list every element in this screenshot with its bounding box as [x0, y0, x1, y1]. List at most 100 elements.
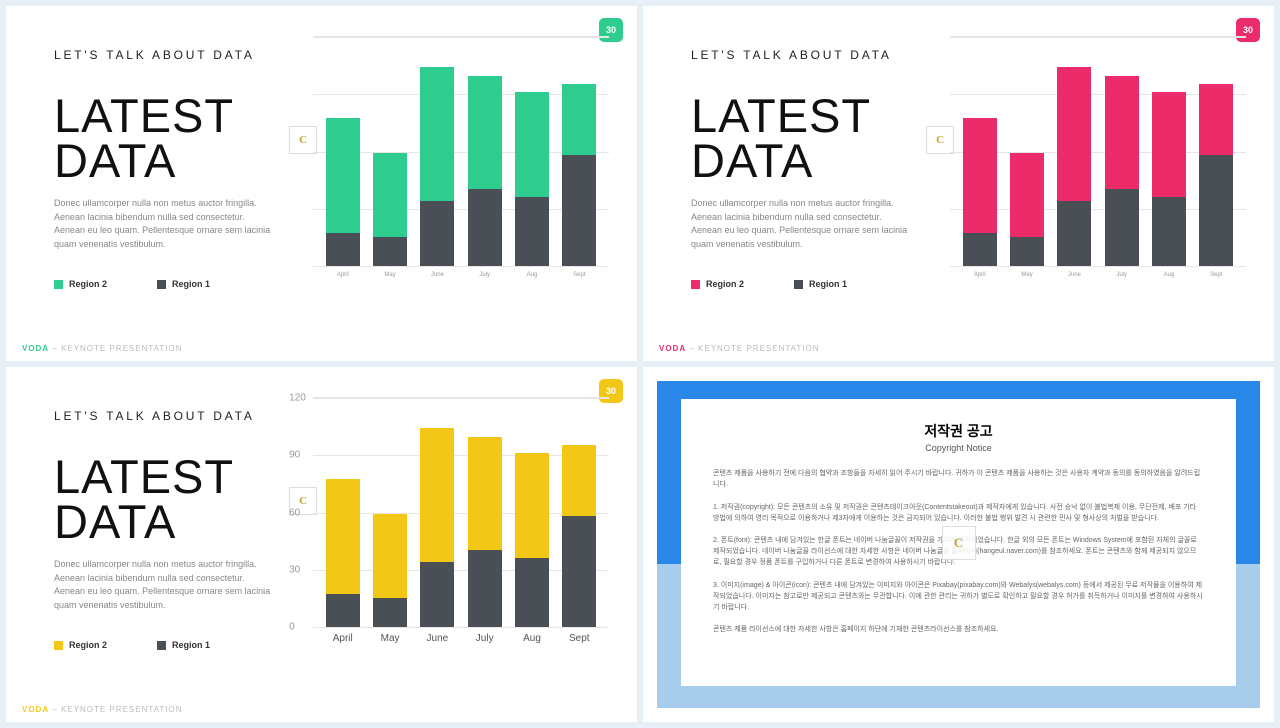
copyright-subtitle: Copyright Notice	[713, 443, 1204, 453]
x-tick-label: May	[373, 633, 407, 644]
bar-seg-region2	[420, 67, 454, 201]
x-tick-label: Aug	[515, 272, 549, 278]
slide-footer: VODA – KEYNOTE PRESENTATION	[22, 705, 183, 714]
bar-seg-region1	[1010, 237, 1044, 266]
bar	[326, 479, 360, 627]
watermark-icon: C	[942, 526, 976, 560]
y-tick-label: 90	[289, 450, 300, 461]
bar-seg-region1	[468, 189, 502, 266]
bar	[515, 92, 549, 266]
chart: C AprilMayJuneJulyAugSept	[924, 30, 1246, 347]
bar-seg-region2	[515, 92, 549, 197]
footer-rest: – KEYNOTE PRESENTATION	[49, 344, 182, 353]
bar-seg-region1	[373, 598, 407, 627]
slide-copyright: 저작권 공고 Copyright Notice 콘텐츠 제품을 사용하기 전에 …	[643, 367, 1274, 722]
legend-label-r1: Region 1	[172, 640, 210, 650]
x-tick-label: Sept	[562, 633, 596, 644]
x-tick-label: Aug	[515, 633, 549, 644]
bar-seg-region2	[326, 118, 360, 233]
kicker: LET'S TALK ABOUT DATA	[691, 48, 924, 62]
bar-seg-region1	[468, 550, 502, 627]
x-tick-label: April	[326, 633, 360, 644]
legend-region1: Region 1	[794, 279, 847, 289]
x-tick-label: April	[326, 272, 360, 278]
gridline	[950, 266, 1246, 267]
bar-seg-region2	[1105, 76, 1139, 189]
chart: C 0306090120 AprilMayJuneJulyAugSept	[287, 391, 609, 708]
copyright-p3: 3. 이미지(image) & 아이콘(icon): 콘텐츠 내에 담겨있는 이…	[713, 581, 1204, 614]
footer-rest: – KEYNOTE PRESENTATION	[686, 344, 819, 353]
body-text: Donec ullamcorper nulla non metus auctor…	[54, 197, 274, 251]
legend: Region 2 Region 1	[54, 640, 287, 650]
x-tick-label: April	[963, 272, 997, 278]
bar-seg-region2	[326, 479, 360, 594]
x-tick-label: Sept	[562, 272, 596, 278]
y-tick-label: 0	[289, 622, 295, 633]
swatch-region2	[54, 280, 63, 289]
bar-seg-region1	[420, 201, 454, 266]
title-line2: DATA	[54, 495, 176, 548]
bar-seg-region2	[373, 153, 407, 237]
footer-brand: VODA	[659, 344, 686, 353]
bar	[1105, 76, 1139, 266]
title-line2: DATA	[54, 134, 176, 187]
bar-seg-region2	[1010, 153, 1044, 237]
bar-seg-region1	[1199, 155, 1233, 266]
swatch-region1	[794, 280, 803, 289]
slide-title: LATESTDATA	[691, 94, 924, 183]
x-tick-label: Aug	[1152, 272, 1186, 278]
slide-title: LATESTDATA	[54, 455, 287, 544]
legend-region2: Region 2	[54, 279, 107, 289]
body-text: Donec ullamcorper nulla non metus auctor…	[54, 558, 274, 612]
bar-seg-region1	[515, 558, 549, 627]
legend: Region 2 Region 1	[691, 279, 924, 289]
footer-brand: VODA	[22, 344, 49, 353]
bar-seg-region1	[515, 197, 549, 266]
y-tick-label: 60	[289, 507, 300, 518]
footer-rest: – KEYNOTE PRESENTATION	[49, 705, 182, 714]
bar-seg-region1	[963, 233, 997, 266]
legend-region2: Region 2	[54, 640, 107, 650]
bar	[420, 67, 454, 266]
bar-seg-region1	[1105, 189, 1139, 266]
bar	[1010, 153, 1044, 266]
bar-seg-region2	[468, 437, 502, 550]
gridline	[313, 627, 609, 628]
legend-region1: Region 1	[157, 640, 210, 650]
bar	[515, 453, 549, 627]
copyright-title: 저작권 공고	[713, 421, 1204, 441]
bar-seg-region1	[562, 155, 596, 266]
bar	[468, 437, 502, 627]
footer-brand: VODA	[22, 705, 49, 714]
bar-seg-region2	[1199, 84, 1233, 155]
bar	[326, 118, 360, 266]
x-tick-label: July	[468, 272, 502, 278]
bar	[373, 153, 407, 266]
y-tick-label: 120	[289, 393, 306, 404]
bar-seg-region1	[326, 594, 360, 627]
bar	[468, 76, 502, 266]
body-text: Donec ullamcorper nulla non metus auctor…	[691, 197, 911, 251]
bar-seg-region2	[1057, 67, 1091, 201]
slide-footer: VODA – KEYNOTE PRESENTATION	[22, 344, 183, 353]
bar-seg-region2	[515, 453, 549, 558]
bar	[420, 428, 454, 627]
swatch-region2	[54, 641, 63, 650]
kicker: LET'S TALK ABOUT DATA	[54, 48, 287, 62]
bar-seg-region1	[326, 233, 360, 266]
legend-label-r2: Region 2	[69, 640, 107, 650]
legend-label-r2: Region 2	[69, 279, 107, 289]
bar	[562, 84, 596, 266]
x-tick-label: Sept	[1199, 272, 1233, 278]
slide-footer: VODA – KEYNOTE PRESENTATION	[659, 344, 820, 353]
gridline	[313, 266, 609, 267]
slide-chart-green: 30 LET'S TALK ABOUT DATA LATESTDATA Done…	[6, 6, 637, 361]
legend-label-r1: Region 1	[809, 279, 847, 289]
copyright-intro: 콘텐츠 제품을 사용하기 전에 다음의 협약과 조항들을 자세히 읽어 주시기 …	[713, 469, 1204, 491]
bar-seg-region1	[1057, 201, 1091, 266]
bar-seg-region2	[562, 84, 596, 155]
chart: C AprilMayJuneJulyAugSept	[287, 30, 609, 347]
bar-seg-region2	[1152, 92, 1186, 197]
legend-label-r1: Region 1	[172, 279, 210, 289]
swatch-region1	[157, 641, 166, 650]
